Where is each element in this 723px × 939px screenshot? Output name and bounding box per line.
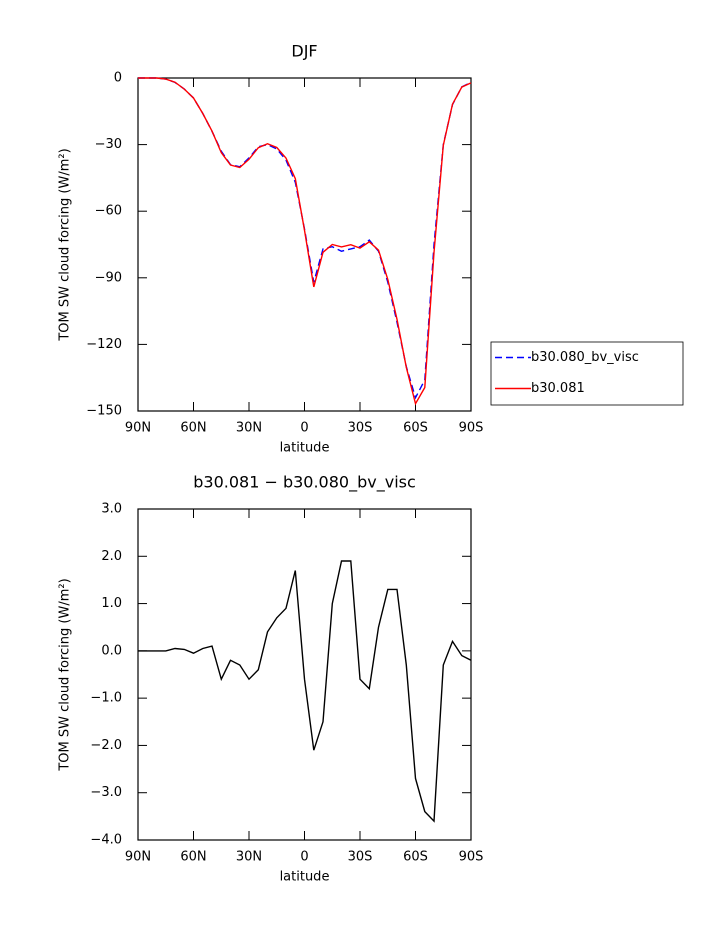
x-tick-label: 90S: [459, 850, 484, 865]
x-tick-label: 90N: [125, 850, 151, 865]
y-axis-label: TOM SW cloud forcing (W/m²): [58, 578, 73, 771]
y-tick-label: 2.0: [101, 549, 122, 564]
y-tick-label: −30: [95, 137, 122, 152]
y-tick-label: 0.0: [101, 643, 122, 658]
chart-title: b30.081 − b30.080_bv_visc: [193, 473, 416, 493]
data-line: [138, 560, 472, 823]
y-tick-label: 1.0: [101, 596, 122, 611]
y-tick-label: −4.0: [90, 833, 122, 848]
y-tick-label: −3.0: [90, 785, 122, 800]
y-tick-label: 3.0: [101, 502, 122, 517]
x-axis-label: latitude: [280, 441, 330, 456]
y-tick-label: −2.0: [90, 738, 122, 753]
x-tick-label: 30S: [348, 421, 373, 436]
data-line: [138, 77, 472, 400]
y-tick-label: −60: [95, 204, 122, 219]
x-tick-label: 60N: [180, 850, 206, 865]
plot-frame: [137, 508, 472, 841]
legend-label: b30.080_bv_visc: [531, 350, 639, 365]
x-tick-label: 60S: [403, 850, 428, 865]
y-axis-label: TOM SW cloud forcing (W/m²): [58, 148, 73, 341]
y-tick-label: −120: [86, 337, 122, 352]
x-tick-label: 30N: [236, 850, 262, 865]
y-tick-label: 0: [114, 71, 122, 86]
y-tick-label: −150: [86, 404, 122, 419]
x-tick-label: 90S: [459, 421, 484, 436]
y-tick-label: −90: [95, 270, 122, 285]
x-tick-label: 60S: [403, 421, 428, 436]
x-tick-label: 30N: [236, 421, 262, 436]
legend-label: b30.081: [531, 381, 585, 396]
x-tick-label: 60N: [180, 421, 206, 436]
y-tick-label: −1.0: [90, 691, 122, 706]
x-tick-label: 90N: [125, 421, 151, 436]
legend-box: [490, 341, 684, 406]
x-tick-label: 0: [300, 421, 308, 436]
x-axis-label: latitude: [280, 870, 330, 885]
plot-frame: [137, 77, 472, 412]
x-tick-label: 0: [300, 850, 308, 865]
data-line: [138, 77, 472, 406]
x-tick-label: 30S: [348, 850, 373, 865]
chart-title: DJF: [291, 42, 317, 61]
